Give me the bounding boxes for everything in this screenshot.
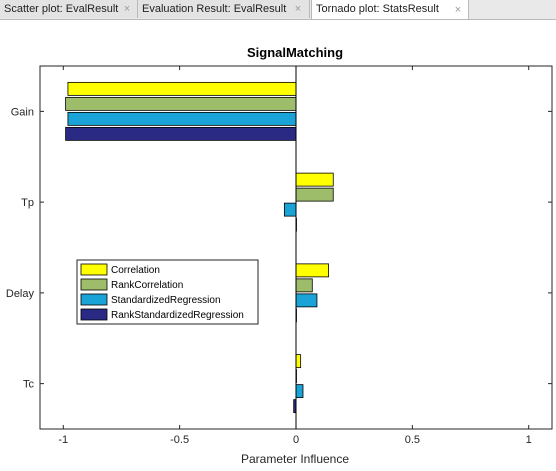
bar-gain-correlation <box>67 81 297 96</box>
tab-tornado-plot[interactable]: Tornado plot: StatsResult × <box>311 0 469 19</box>
x-tick-label: -1 <box>58 434 68 446</box>
tab-scatter-plot[interactable]: Scatter plot: EvalResult × <box>0 0 138 18</box>
bar-tp-correlation <box>295 172 334 187</box>
y-tick-label: Delay <box>6 288 35 300</box>
legend-label: RankStandardizedRegression <box>111 310 244 321</box>
x-tick-label: 1 <box>526 434 532 446</box>
x-tick-label: -0.5 <box>170 434 189 446</box>
tab-bar: Scatter plot: EvalResult × Evaluation Re… <box>0 0 556 20</box>
y-tick-label: Tp <box>21 197 34 209</box>
x-tick-label: 0.5 <box>405 434 420 446</box>
bar-delay-correlation <box>295 263 329 278</box>
figure-area: SignalMatching -1 -0.5 0 0.5 1 Gain Tp Delay Tc… <box>0 20 556 466</box>
bar-gain-rankcorrelation <box>65 96 297 111</box>
bar-tc-correlation <box>295 354 302 369</box>
tab-evaluation-result[interactable]: Evaluation Result: EvalResult × <box>138 0 310 18</box>
tab-label: Scatter plot: EvalResult <box>4 3 119 15</box>
bar-gain-standardizedregression <box>67 111 297 126</box>
bar-delay-standardizedregression <box>295 293 318 308</box>
close-icon[interactable]: × <box>294 3 302 15</box>
legend: Correlation RankCorrelation StandardizedRe… <box>76 259 259 325</box>
legend-label: Correlation <box>111 265 160 276</box>
bar-tp-rankcorrelation <box>295 187 334 202</box>
legend-swatch <box>80 278 108 291</box>
bar-tp-standardizedregression <box>283 202 297 217</box>
legend-swatch <box>80 308 108 321</box>
close-icon[interactable]: × <box>123 3 131 15</box>
bar-gain-rankstandardizedregression <box>65 126 297 141</box>
tornado-chart: SignalMatching -1 -0.5 0 0.5 1 Gain Tp Delay Tc… <box>6 45 553 466</box>
legend-swatch <box>80 293 108 306</box>
tab-label: Tornado plot: StatsResult <box>316 3 439 15</box>
legend-label: RankCorrelation <box>111 280 183 291</box>
bar-tc-standardizedregression <box>295 384 304 399</box>
chart-title: SignalMatching <box>247 45 343 60</box>
y-tick-label: Gain <box>11 106 34 118</box>
x-axis-label: Parameter Influence <box>241 452 349 466</box>
x-tick-label: 0 <box>293 434 299 446</box>
legend-label: StandardizedRegression <box>111 295 221 306</box>
y-tick-label: Tc <box>23 379 35 391</box>
close-icon[interactable]: × <box>454 4 462 16</box>
legend-swatch <box>80 263 108 276</box>
tab-label: Evaluation Result: EvalResult <box>142 3 287 15</box>
bar-delay-rankcorrelation <box>295 278 313 293</box>
